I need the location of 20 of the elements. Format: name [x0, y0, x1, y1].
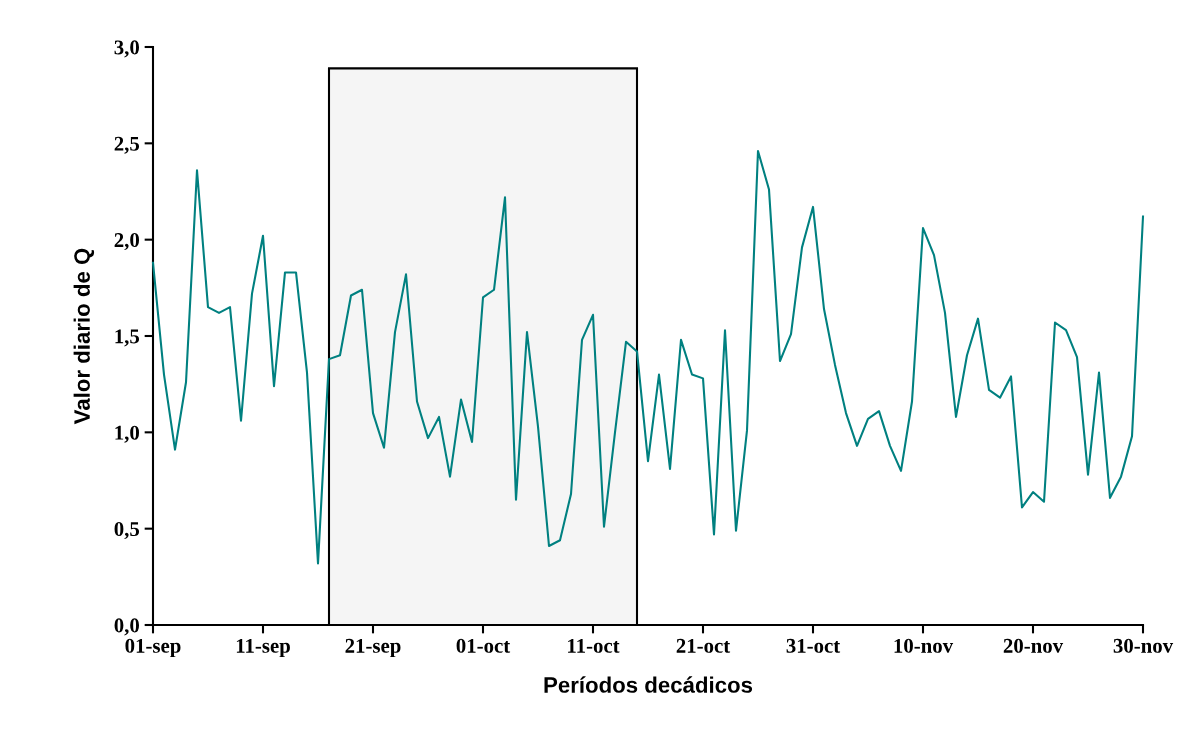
y-tick-label: 3,0 [114, 40, 140, 58]
x-tick-label: 10-nov [894, 638, 954, 653]
x-tick-label: 01-oct [456, 638, 511, 653]
x-tick-label: 01-sep [125, 638, 181, 658]
y-tick-label: 2,5 [114, 136, 140, 154]
x-tick-label: 11-sep [236, 638, 290, 658]
x-tick-label: 11-oct [568, 638, 620, 653]
x-tick-label: 21-oct [676, 638, 731, 653]
y-tick-label: 1,0 [115, 425, 140, 443]
y-tick-label: 0,0 [114, 618, 140, 636]
y-tick-label: 1,5 [115, 329, 140, 347]
x-tick-label: 21-sep [345, 638, 401, 658]
x-axis-title: Períodos decádicos [544, 676, 753, 693]
line-series [151, 150, 1145, 565]
y-tick-label: 0,5 [114, 522, 140, 540]
x-tick-label: 20-nov [1003, 638, 1064, 653]
y-tick-label: 2,0 [114, 233, 140, 251]
x-tick-label: 31-oct [786, 638, 841, 653]
x-tick-label: 30-nov [1113, 638, 1174, 653]
y-axis-title: Valor diario de Q [73, 248, 95, 425]
